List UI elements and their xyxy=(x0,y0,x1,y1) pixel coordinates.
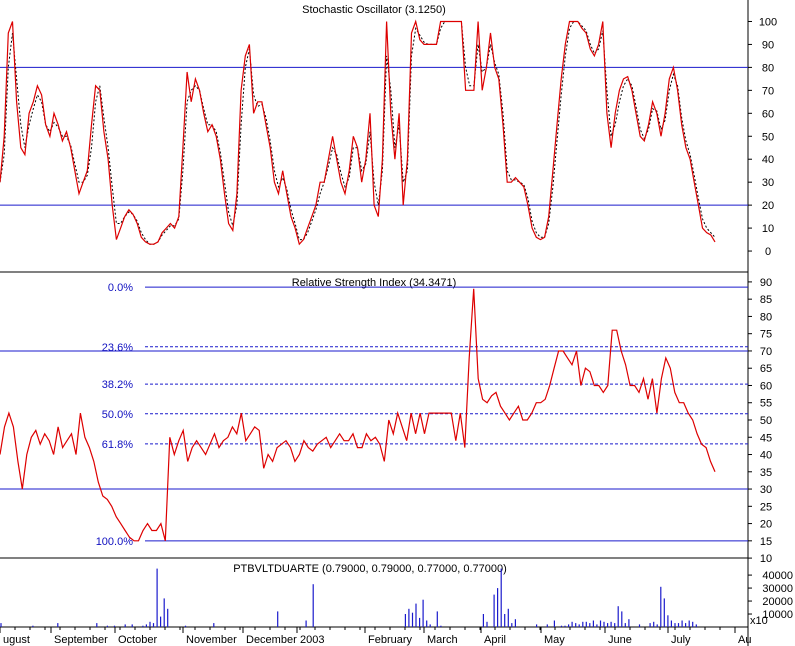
stochastic-panel: Stochastic Oscillator (3.1250) 0 10 20 30 40… xyxy=(0,4,777,258)
rsi-y-tick-label: 80 xyxy=(760,311,772,323)
rsi-y-tick-label: 40 xyxy=(760,450,772,462)
fibonacci-level-label: 23.6% xyxy=(102,342,133,354)
rsi-panel: Relative Strength Index (34.3471) 0.0% 23… xyxy=(0,277,772,565)
rsi-y-tick-label: 30 xyxy=(760,484,772,496)
x-axis-month-label: December xyxy=(246,634,297,646)
volume-y-tick-label: 30000 xyxy=(762,583,793,595)
fibonacci-level-label: 0.0% xyxy=(108,282,133,294)
rsi-line xyxy=(0,288,716,542)
rsi-y-tick-label: 75 xyxy=(760,329,772,341)
x-axis-month-label: May xyxy=(544,634,565,646)
rsi-y-tick-label: 15 xyxy=(760,536,772,548)
rsi-y-tick-label: 55 xyxy=(760,398,772,410)
stochastic-y-tick-label: 10 xyxy=(762,223,774,235)
x-axis-month-label: November xyxy=(186,634,237,646)
stochastic-k-line xyxy=(0,19,716,246)
x-axis-month-label: June xyxy=(608,634,632,646)
stochastic-y-tick-label: 50 xyxy=(762,131,774,143)
rsi-y-tick-label: 45 xyxy=(760,432,772,444)
rsi-title: Relative Strength Index (34.3471) xyxy=(292,277,457,289)
stochastic-y-tick-label: 60 xyxy=(762,108,774,120)
x-axis-month-label: March xyxy=(427,634,458,646)
x-axis: ugust September October November December 200… xyxy=(0,627,751,646)
stochastic-y-tick-label: 30 xyxy=(762,177,774,189)
volume-y-tick-label: 40000 xyxy=(762,570,793,582)
rsi-y-tick-label: 90 xyxy=(760,277,772,289)
x-axis-month-label: 2003 xyxy=(300,634,324,646)
x-axis-month-label: October xyxy=(118,634,157,646)
x-axis-month-label: ugust xyxy=(3,634,30,646)
stochastic-title: Stochastic Oscillator (3.1250) xyxy=(302,4,446,16)
rsi-y-tick-label: 50 xyxy=(760,415,772,427)
stochastic-y-tick-label: 0 xyxy=(765,246,771,258)
fibonacci-level-label: 50.0% xyxy=(102,409,133,421)
fibonacci-level-label: 61.8% xyxy=(102,439,133,451)
rsi-y-tick-label: 10 xyxy=(760,553,772,565)
stochastic-y-tick-label: 90 xyxy=(762,39,774,51)
rsi-y-tick-label: 20 xyxy=(760,519,772,531)
x-axis-month-label: Au xyxy=(738,634,751,646)
stochastic-y-tick-label: 80 xyxy=(762,62,774,74)
rsi-y-tick-label: 70 xyxy=(760,346,772,358)
x-axis-month-label: July xyxy=(671,634,691,646)
fibonacci-level-label: 38.2% xyxy=(102,379,133,391)
x-axis-month-label: September xyxy=(54,634,108,646)
rsi-y-tick-label: 35 xyxy=(760,467,772,479)
fibonacci-level-label: 100.0% xyxy=(96,536,134,548)
stochastic-y-tick-label: 70 xyxy=(762,85,774,97)
rsi-y-tick-label: 60 xyxy=(760,380,772,392)
stochastic-y-tick-label: 40 xyxy=(762,154,774,166)
rsi-y-tick-label: 65 xyxy=(760,363,772,375)
x-axis-month-label: February xyxy=(368,634,413,646)
volume-multiplier-label: x10 xyxy=(750,615,768,627)
stochastic-y-tick-label: 100 xyxy=(759,16,777,28)
volume-panel: PTBVLTDUARTE (0.79000, 0.79000, 0.77000,… xyxy=(0,563,793,627)
rsi-y-tick-label: 85 xyxy=(760,294,772,306)
rsi-y-tick-label: 25 xyxy=(760,501,772,513)
volume-y-tick-label: 20000 xyxy=(762,596,793,608)
x-axis-month-label: April xyxy=(484,634,506,646)
stochastic-y-tick-label: 20 xyxy=(762,200,774,212)
volume-title: PTBVLTDUARTE (0.79000, 0.79000, 0.77000,… xyxy=(233,563,507,575)
volume-y-tick-label: 10000 xyxy=(762,609,793,621)
